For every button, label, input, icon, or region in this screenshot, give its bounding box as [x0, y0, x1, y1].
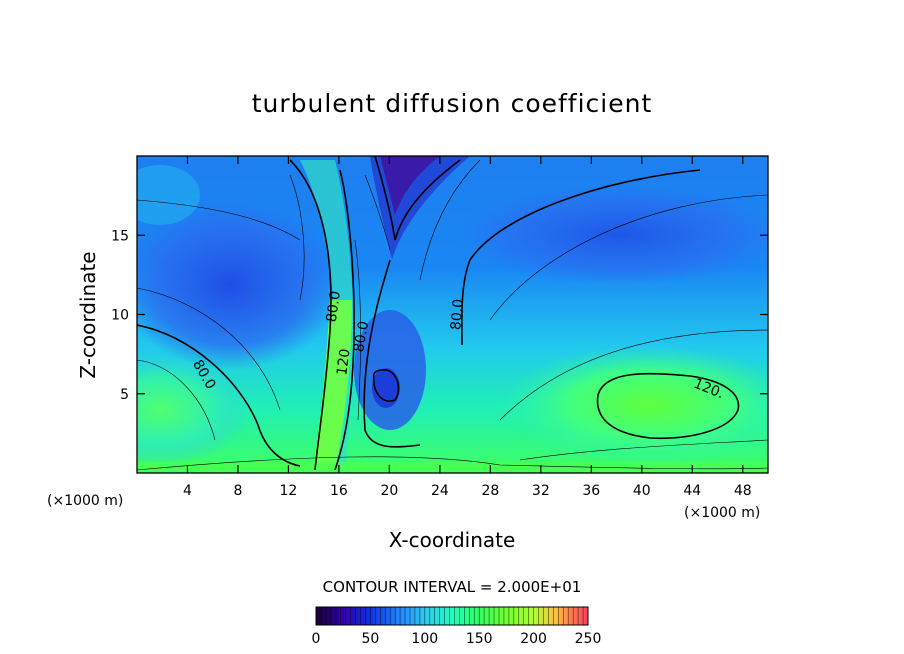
contour-label: 80.0 — [324, 290, 344, 323]
y-tick-label: 5 — [120, 387, 129, 403]
colorbar-tick-label: 0 — [312, 631, 321, 647]
x-tick-label: 4 — [183, 483, 192, 499]
colorbar-tick-label: 250 — [575, 631, 602, 647]
x-tick-label: 24 — [431, 483, 449, 499]
y-tick-label: 10 — [111, 308, 129, 324]
x-tick-label: 16 — [330, 483, 348, 499]
x-tick-label: 8 — [233, 483, 242, 499]
x-tick-label: 40 — [633, 483, 651, 499]
colorbar-tick-label: 100 — [411, 631, 438, 647]
y-axis-title: Z-coordinate — [76, 251, 100, 378]
x-tick-label: 48 — [734, 483, 752, 499]
heatmap-field — [137, 156, 768, 473]
contour-lines — [137, 156, 768, 471]
colorbar — [316, 607, 588, 625]
x-tick-label: 12 — [280, 483, 298, 499]
x-axis-title: X-coordinate — [389, 528, 516, 552]
x-tick-label: 20 — [380, 483, 398, 499]
y-tick-label: 15 — [111, 228, 129, 244]
x-tick-label: 28 — [481, 483, 499, 499]
colorbar-tick-label: 150 — [466, 631, 493, 647]
contour-label: 80.0 — [448, 298, 467, 330]
colorbar-stripes — [320, 607, 584, 625]
colorbar-frame — [315, 606, 589, 626]
colorbar-ticks: 0 50 100 150 200 250 — [312, 631, 602, 647]
x-tick-label: 36 — [582, 483, 600, 499]
contour-interval: CONTOUR INTERVAL = 2.000E+01 — [323, 578, 582, 596]
chart-title: turbulent diffusion coefficient — [252, 89, 653, 118]
colorbar-tick-label: 200 — [520, 631, 547, 647]
x-unit-right: (×1000 m) — [684, 505, 760, 521]
colorbar-tick-label: 50 — [361, 631, 379, 647]
x-tick-label: 32 — [532, 483, 550, 499]
contour-label: 80.0 — [351, 320, 372, 353]
x-tick-label: 44 — [683, 483, 701, 499]
contour-label: 120 — [334, 348, 354, 377]
x-unit-left: (×1000 m) — [47, 493, 123, 509]
